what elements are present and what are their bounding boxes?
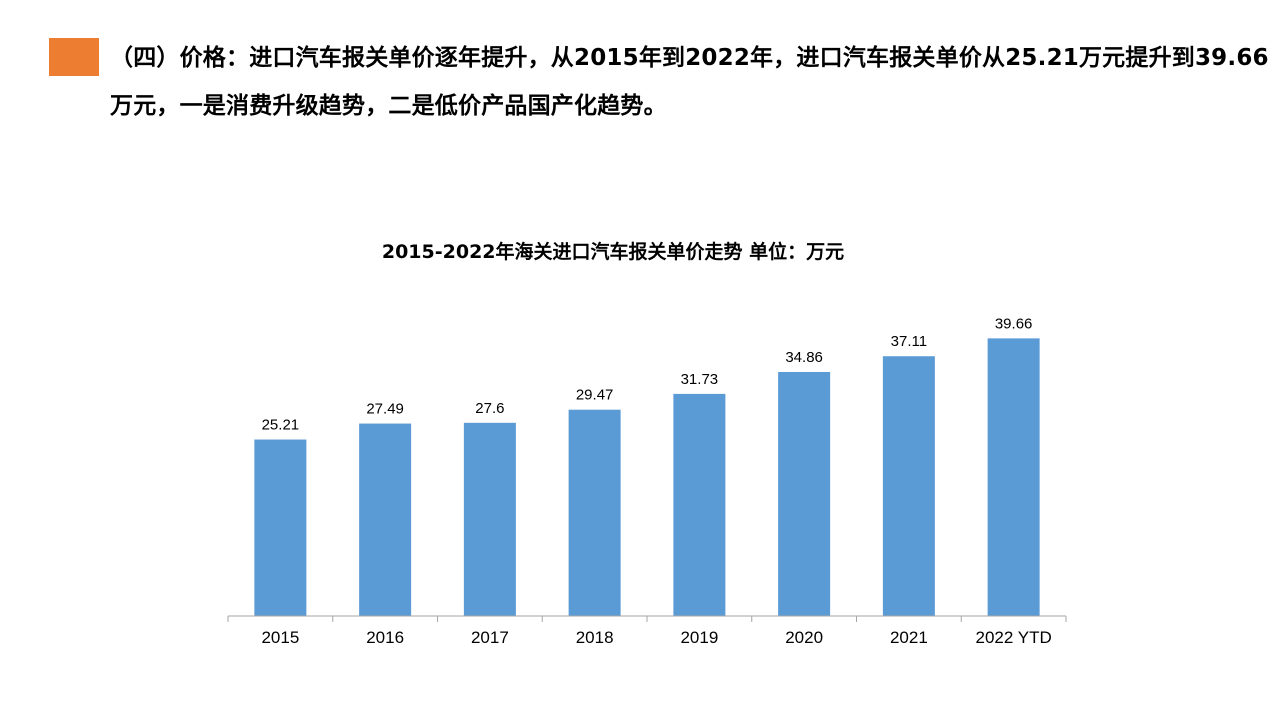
category-labels-group: 2015 2016 2017 2018 2019 2020 2021 2022 YTD (261, 628, 1051, 647)
x-axis (227, 615, 1067, 622)
category-label: 2018 (576, 628, 614, 647)
accent-block (49, 38, 99, 76)
bar-2015 (254, 439, 307, 616)
value-label: 27.49 (366, 401, 404, 418)
bar-2018 (568, 409, 621, 616)
value-label: 27.6 (475, 400, 504, 417)
bar-2020 (778, 371, 831, 616)
headline-text: （四）价格：进口汽车报关单价逐年提升，从2015年到2022年，进口汽车报关单价… (110, 45, 1269, 119)
value-label: 37.11 (891, 333, 927, 350)
category-label: 2022 YTD (976, 628, 1052, 647)
value-label: 39.66 (995, 315, 1033, 332)
category-label: 2017 (471, 628, 509, 647)
value-label: 25.21 (262, 417, 300, 434)
value-label: 31.73 (681, 371, 719, 388)
category-label: 2019 (680, 628, 718, 647)
bar-2017 (463, 422, 516, 616)
bar-2016 (359, 423, 412, 616)
bar-2021 (882, 356, 935, 616)
value-labels-group: 25.21 27.49 27.6 29.47 31.73 34.86 37.11 39.66 (262, 315, 1033, 433)
category-label: 2016 (366, 628, 404, 647)
category-label: 2021 (890, 628, 928, 647)
bars-group (254, 338, 1040, 616)
bar-2019 (673, 393, 726, 616)
category-label: 2015 (261, 628, 299, 647)
chart-title: 2015-2022年海关进口汽车报关单价走势 单位：万元 (381, 241, 845, 263)
value-label: 34.86 (785, 349, 823, 366)
category-label: 2020 (785, 628, 823, 647)
value-label: 29.47 (576, 387, 614, 404)
bar-2022-ytd (987, 338, 1040, 616)
